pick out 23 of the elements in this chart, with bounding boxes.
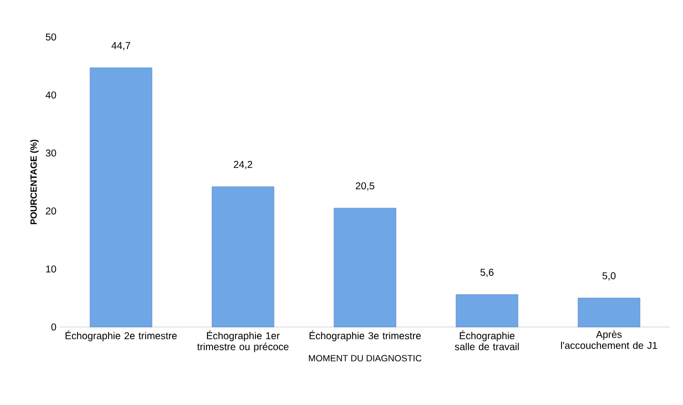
y-tick-label: 0 [51,323,56,331]
y-tick-label: 40 [46,91,56,99]
data-label: 24,2 [234,160,252,170]
x-tick-label: Échographie 3e trimestre [310,330,421,342]
x-tick-label: Échographie 1er trimestre ou précoce [197,330,288,352]
y-tick-label: 20 [46,207,56,215]
x-axis-title: MOMENT DU DIAGNOSTIC [308,355,422,362]
x-tick-label: Après l'accouchement de J1 [561,330,658,349]
data-label: 20,5 [356,182,374,191]
bar [334,208,396,328]
y-axis-title: POURCENTAGE (%) [30,140,39,224]
data-label: 5,0 [602,272,616,280]
y-tick-label: 50 [46,33,56,41]
data-label: 44,7 [112,42,130,50]
bar [212,186,274,328]
bar [90,68,152,328]
bar [456,294,518,328]
x-tick-label: Échographie 2e trimestre [66,330,177,342]
x-tick-label: Échographie salle de travail [454,330,519,350]
bar [578,298,640,328]
data-label: 5,6 [480,268,494,278]
y-tick-label: 30 [46,149,56,157]
y-tick-label: 10 [46,265,56,273]
